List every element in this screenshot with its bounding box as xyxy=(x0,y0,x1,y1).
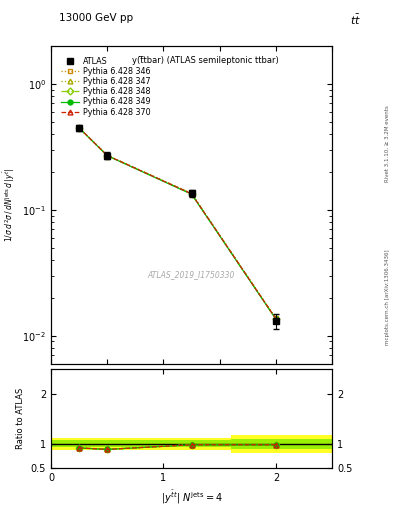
Pythia 6.428 346 xyxy=(77,125,82,131)
Text: ATLAS_2019_I1750330: ATLAS_2019_I1750330 xyxy=(148,270,235,279)
Legend: ATLAS, Pythia 6.428 346, Pythia 6.428 347, Pythia 6.428 348, Pythia 6.428 349, P: ATLAS, Pythia 6.428 346, Pythia 6.428 34… xyxy=(58,53,154,120)
Pythia 6.428 349 xyxy=(77,125,82,131)
Pythia 6.428 347 xyxy=(189,190,194,197)
Pythia 6.428 347 xyxy=(77,125,82,131)
Pythia 6.428 346 xyxy=(274,315,278,322)
Pythia 6.428 346 xyxy=(105,152,110,158)
Line: Pythia 6.428 349: Pythia 6.428 349 xyxy=(77,125,278,322)
Line: Pythia 6.428 347: Pythia 6.428 347 xyxy=(77,125,278,321)
Pythia 6.428 349 xyxy=(274,316,278,322)
Pythia 6.428 347 xyxy=(274,316,278,322)
Text: y(t̅tbar) (ATLAS semileptonic ttbar): y(t̅tbar) (ATLAS semileptonic ttbar) xyxy=(132,56,279,65)
Pythia 6.428 348 xyxy=(105,153,110,159)
Text: $t\bar{t}$: $t\bar{t}$ xyxy=(351,13,362,27)
Pythia 6.428 348 xyxy=(274,316,278,322)
Pythia 6.428 370 xyxy=(77,125,82,131)
Pythia 6.428 348 xyxy=(77,125,82,131)
Pythia 6.428 346 xyxy=(189,190,194,197)
Text: Rivet 3.1.10, ≥ 3.2M events: Rivet 3.1.10, ≥ 3.2M events xyxy=(385,105,389,182)
Text: mcplots.cern.ch [arXiv:1306.3436]: mcplots.cern.ch [arXiv:1306.3436] xyxy=(385,249,389,345)
Pythia 6.428 370 xyxy=(189,190,194,197)
Text: 13000 GeV pp: 13000 GeV pp xyxy=(59,13,133,23)
Pythia 6.428 347 xyxy=(105,153,110,159)
Pythia 6.428 349 xyxy=(189,191,194,197)
Pythia 6.428 370 xyxy=(274,316,278,322)
Line: Pythia 6.428 348: Pythia 6.428 348 xyxy=(77,125,278,321)
Line: Pythia 6.428 370: Pythia 6.428 370 xyxy=(77,125,278,321)
Y-axis label: Ratio to ATLAS: Ratio to ATLAS xyxy=(16,388,25,449)
X-axis label: $|y^{\bar{t}t}|\ N^{\rm jets} = 4$: $|y^{\bar{t}t}|\ N^{\rm jets} = 4$ xyxy=(161,489,222,506)
Pythia 6.428 370 xyxy=(105,153,110,159)
Pythia 6.428 349 xyxy=(105,153,110,159)
Line: Pythia 6.428 346: Pythia 6.428 346 xyxy=(77,125,278,321)
Y-axis label: $1/\sigma\,d^2\sigma\,/\,dN^{\rm jets}\,d\,|y^{\bar{t}}|$: $1/\sigma\,d^2\sigma\,/\,dN^{\rm jets}\,… xyxy=(1,167,17,242)
Pythia 6.428 348 xyxy=(189,190,194,197)
